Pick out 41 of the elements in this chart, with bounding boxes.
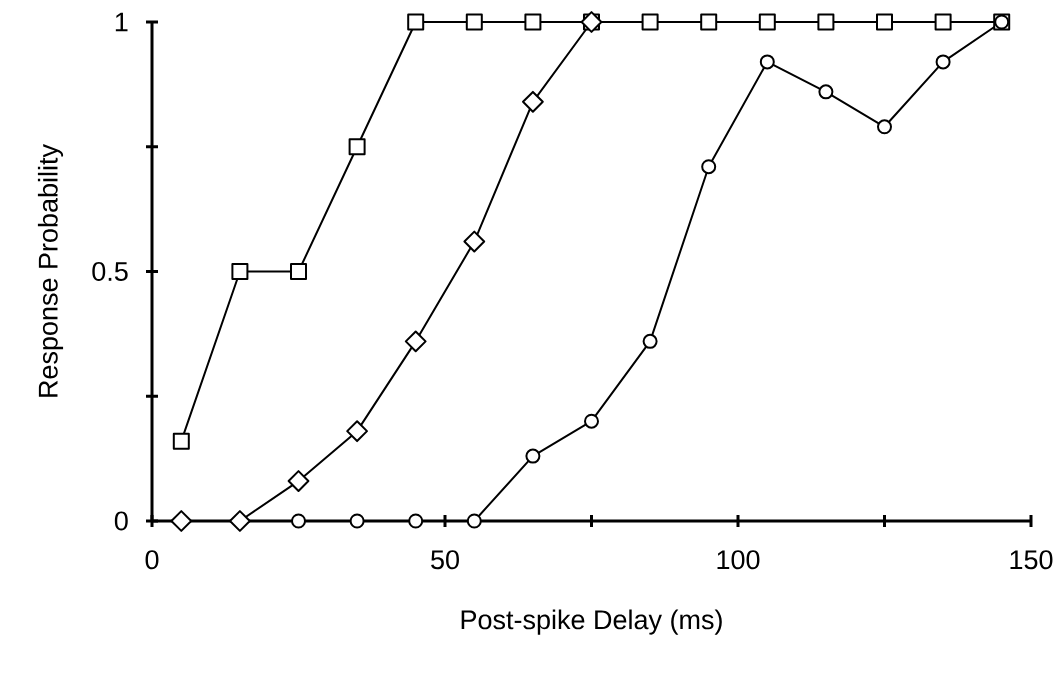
point [818,84,834,100]
point [935,54,951,70]
point [466,513,482,529]
point [701,159,717,175]
point [934,13,952,31]
point [641,13,659,31]
point [525,448,541,464]
x-tick-label: 0 [145,550,159,570]
point [172,432,190,450]
x-tick-label: 150 [1010,550,1053,570]
point [229,510,251,532]
point [817,13,835,31]
point [348,138,366,156]
point [876,13,893,31]
y-tick-label: 0 [114,511,128,531]
y-tick-label: 0.5 [92,261,128,282]
point [524,13,542,31]
point [584,413,599,429]
point [642,333,658,349]
point [170,510,193,532]
x-tick-label: 50 [431,550,459,570]
point [408,513,424,529]
point [231,262,249,280]
point [463,230,486,253]
point [349,513,365,529]
x-tick-label: 100 [717,550,760,570]
point [291,513,307,529]
point [465,13,483,31]
point [290,262,308,280]
x-axis-title: Post-spike Delay (ms) [461,609,722,635]
point [287,470,310,492]
y-axis-title: Response Probability [37,144,64,397]
point [759,54,775,70]
point [407,13,425,31]
point [758,13,776,31]
point [700,13,718,31]
point [404,330,427,353]
y-tick-label: 1 [115,12,128,32]
point [522,90,544,113]
point [877,119,892,135]
point [346,420,368,443]
